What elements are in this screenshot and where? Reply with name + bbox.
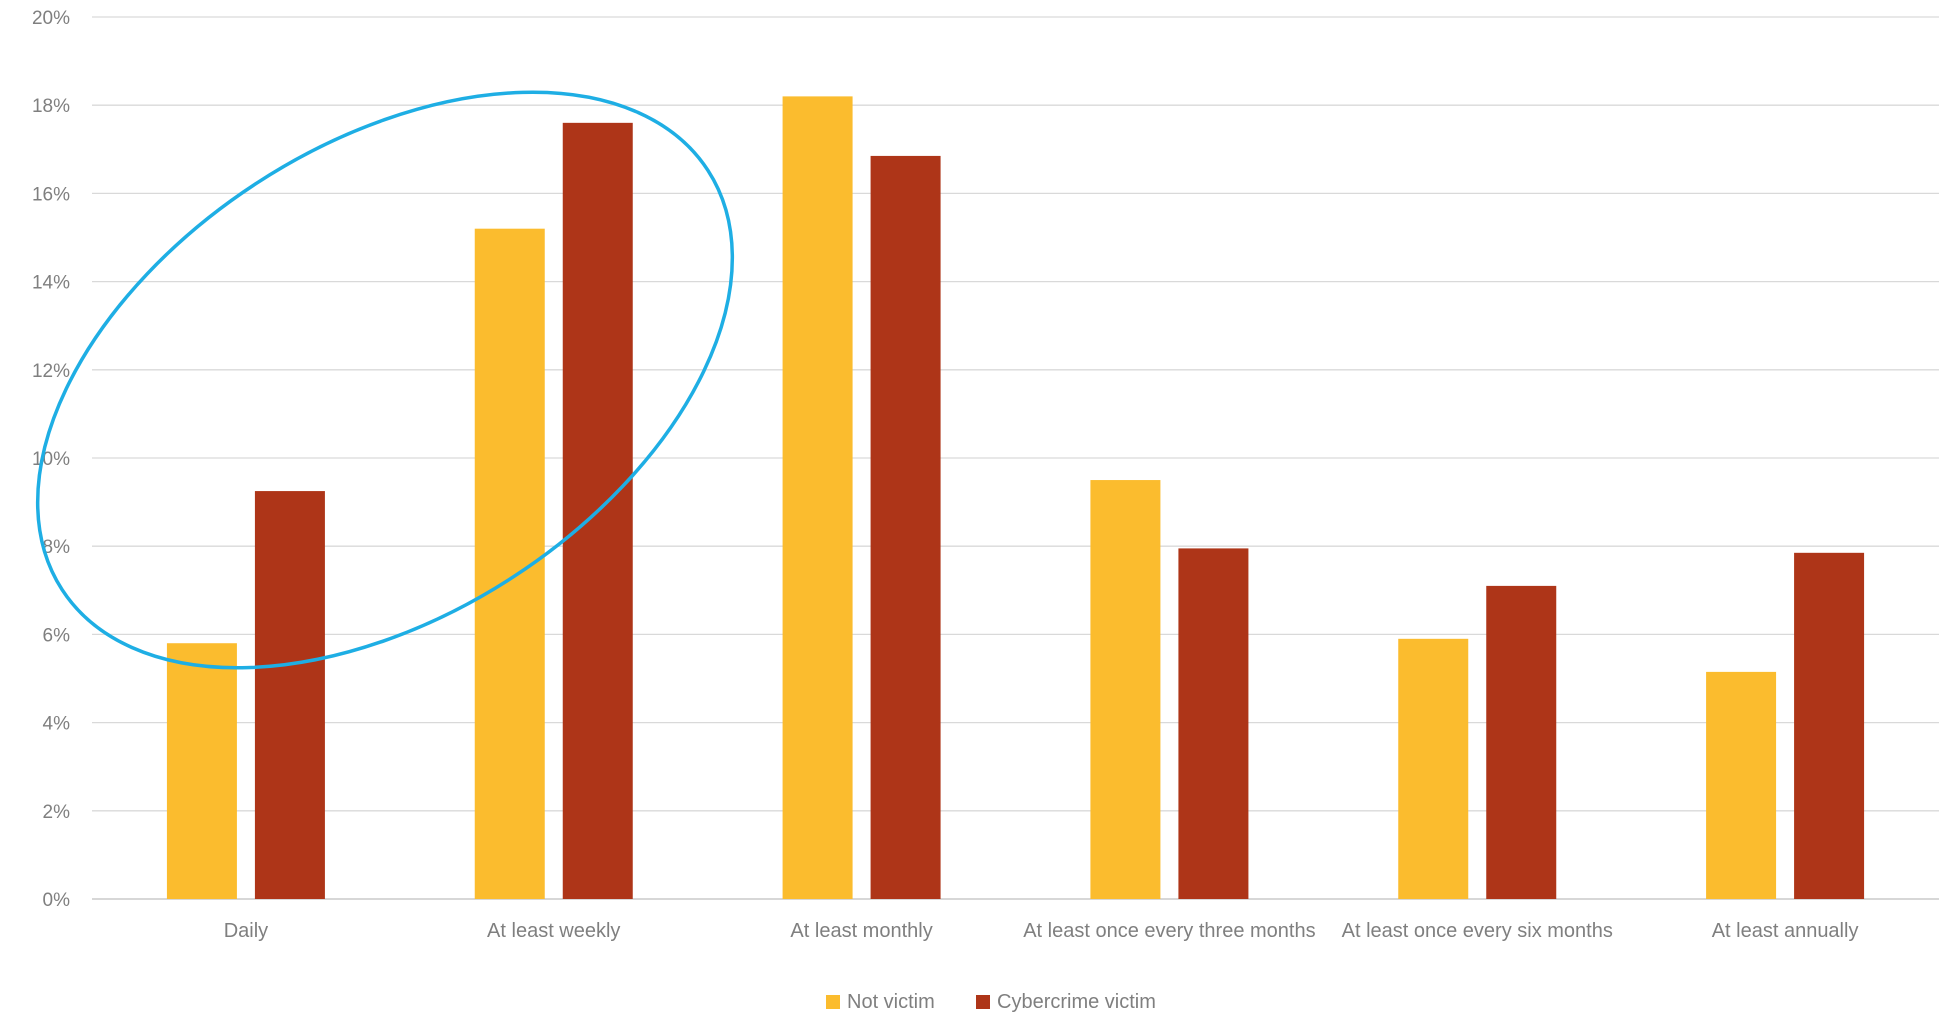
y-tick-label: 12% (32, 361, 70, 382)
x-category-label: At least once every three months (1023, 920, 1315, 942)
y-tick-label: 4% (43, 714, 71, 735)
bar-not-victim (1090, 480, 1161, 899)
legend-label: Not victim (847, 991, 935, 1013)
y-tick-label: 10% (32, 449, 70, 470)
grid-lines (92, 16, 1939, 900)
x-axis-category-labels: Daily At least weekly At least monthly At l… (224, 920, 1859, 942)
y-tick-label: 8% (43, 537, 71, 558)
bar-not-victim (166, 643, 237, 899)
y-axis-tick-labels: 0% 2% 4% 6% 8% 10% 12% 14% 16% 18% 20% (32, 8, 70, 911)
y-tick-label: 20% (32, 8, 70, 29)
x-category-label: At least monthly (790, 920, 932, 942)
legend-label: Cybercrime victim (997, 991, 1156, 1013)
bar-not-victim (1706, 671, 1777, 899)
y-tick-label: 2% (43, 802, 71, 823)
bar-cybercrime-victim (870, 155, 941, 900)
y-tick-label: 16% (32, 184, 70, 205)
bar-cybercrime-victim (1486, 585, 1557, 899)
legend-swatch (976, 995, 990, 1009)
x-category-label: At least annually (1712, 920, 1859, 942)
bars (166, 96, 1865, 900)
highlight-ellipse (35, 90, 735, 670)
bar-not-victim (1398, 638, 1469, 899)
y-tick-label: 6% (43, 625, 71, 646)
y-tick-label: 14% (32, 273, 70, 294)
legend: Not victim Cybercrime victim (826, 991, 1156, 1013)
y-tick-label: 18% (32, 96, 70, 117)
legend-swatch (826, 995, 840, 1009)
x-category-label: At least weekly (487, 920, 620, 942)
x-category-label: Daily (224, 920, 268, 942)
bar-cybercrime-victim (254, 491, 325, 899)
y-tick-label: 0% (43, 890, 71, 911)
bar-cybercrime-victim (1794, 552, 1865, 899)
x-category-label: At least once every six months (1342, 920, 1613, 942)
bar-not-victim (782, 96, 853, 899)
bar-cybercrime-victim (1178, 548, 1249, 899)
annotation (35, 90, 735, 670)
